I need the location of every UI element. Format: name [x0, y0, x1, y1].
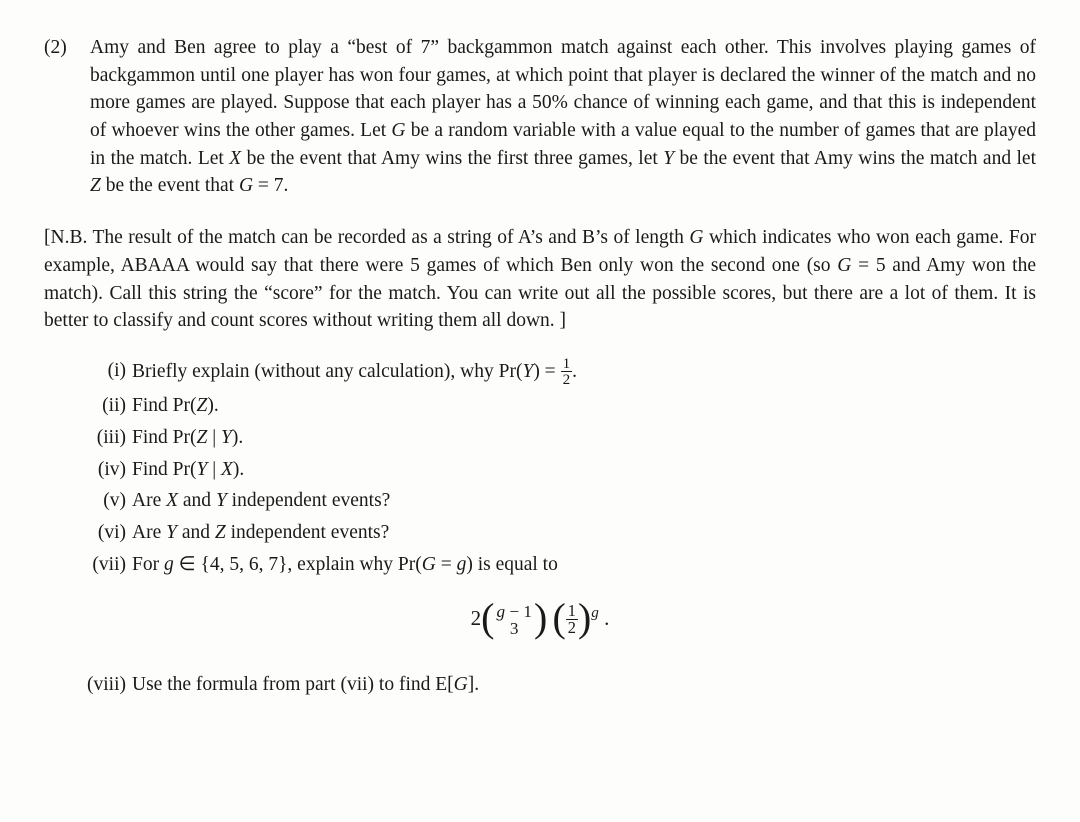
- subpart: (v) Are X and Y independent events?: [74, 487, 1036, 515]
- problem-block: (2) Amy and Ben agree to play a “best of…: [44, 34, 1036, 200]
- subpart-text: Find Pr(Y | X).: [132, 456, 1036, 484]
- subpart-text: Are X and Y independent events?: [132, 487, 1036, 515]
- subpart: (ii) Find Pr(Z).: [74, 392, 1036, 420]
- nb-note: [N.B. The result of the match can be rec…: [44, 224, 1036, 335]
- subpart: (iv) Find Pr(Y | X).: [74, 456, 1036, 484]
- subpart-number: (vi): [74, 519, 132, 547]
- subpart-number: (v): [74, 487, 132, 515]
- subpart-text: Are Y and Z independent events?: [132, 519, 1036, 547]
- subpart-number: (iii): [74, 424, 132, 452]
- subpart-text: Use the formula from part (vii) to find …: [132, 671, 1036, 699]
- subpart-number: (ii): [74, 392, 132, 420]
- subpart: (iii) Find Pr(Z | Y).: [74, 424, 1036, 452]
- display-formula: 2(g − 13) (12)g .: [44, 592, 1036, 649]
- subpart: (vi) Are Y and Z independent events?: [74, 519, 1036, 547]
- subpart: (viii) Use the formula from part (vii) t…: [68, 671, 1036, 699]
- subpart-number: (i): [74, 357, 132, 388]
- subpart-text: For g ∈ {4, 5, 6, 7}, explain why Pr(G =…: [132, 551, 1036, 579]
- problem-statement: Amy and Ben agree to play a “best of 7” …: [90, 34, 1036, 200]
- subpart: (i) Briefly explain (without any calcula…: [74, 357, 1036, 388]
- subpart-number: (viii): [68, 671, 132, 699]
- subpart-text: Briefly explain (without any calculation…: [132, 357, 1036, 388]
- subparts-list-2: (viii) Use the formula from part (vii) t…: [68, 671, 1036, 699]
- subpart-text: Find Pr(Z).: [132, 392, 1036, 420]
- subpart-number: (vii): [74, 551, 132, 579]
- subpart: (vii) For g ∈ {4, 5, 6, 7}, explain why …: [74, 551, 1036, 579]
- subpart-number: (iv): [74, 456, 132, 484]
- subparts-list: (i) Briefly explain (without any calcula…: [74, 357, 1036, 579]
- subpart-text: Find Pr(Z | Y).: [132, 424, 1036, 452]
- problem-number: (2): [44, 34, 90, 200]
